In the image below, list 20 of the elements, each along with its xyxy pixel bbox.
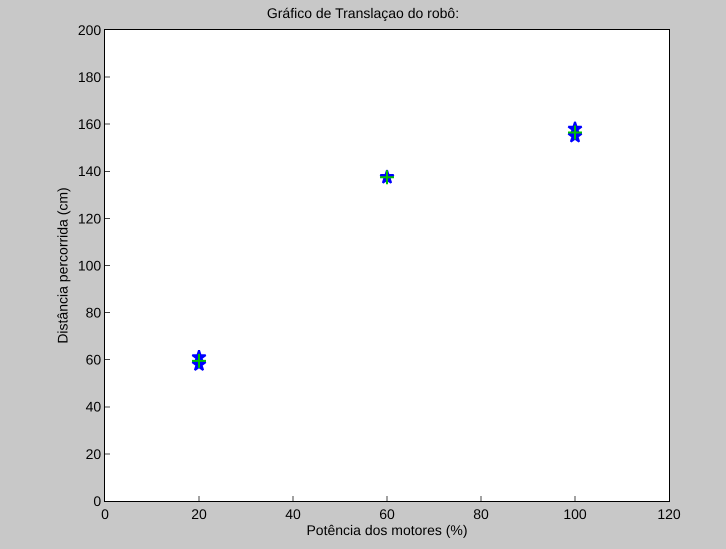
y-tick-label: 20 [86, 446, 102, 462]
x-tick-label: 120 [657, 506, 681, 522]
y-tick-label: 0 [93, 492, 102, 509]
y-tick-label: 40 [86, 398, 102, 415]
chart-title: Gráfico de Translaçao do robô: [266, 5, 460, 22]
x-tick-label: 40 [285, 506, 301, 522]
x-tick-label: 60 [379, 506, 395, 522]
y-tick-label: 120 [78, 210, 102, 226]
x-tick-label: 20 [191, 506, 207, 522]
y-tick-label: 200 [78, 22, 102, 38]
y-axis-title: Distância percorrida (cm) [54, 187, 70, 344]
y-tick-label: 60 [86, 352, 102, 368]
x-tick-label: 100 [563, 506, 587, 522]
y-tick-label: 140 [78, 163, 102, 180]
x-tick-label: 80 [473, 506, 489, 522]
y-tick-label: 100 [78, 257, 102, 274]
y-tick-label: 160 [78, 116, 102, 132]
y-tick-label: 80 [86, 304, 102, 320]
y-tick-label: 180 [78, 69, 102, 85]
x-axis-title: Potência dos motores (%) [306, 522, 468, 538]
